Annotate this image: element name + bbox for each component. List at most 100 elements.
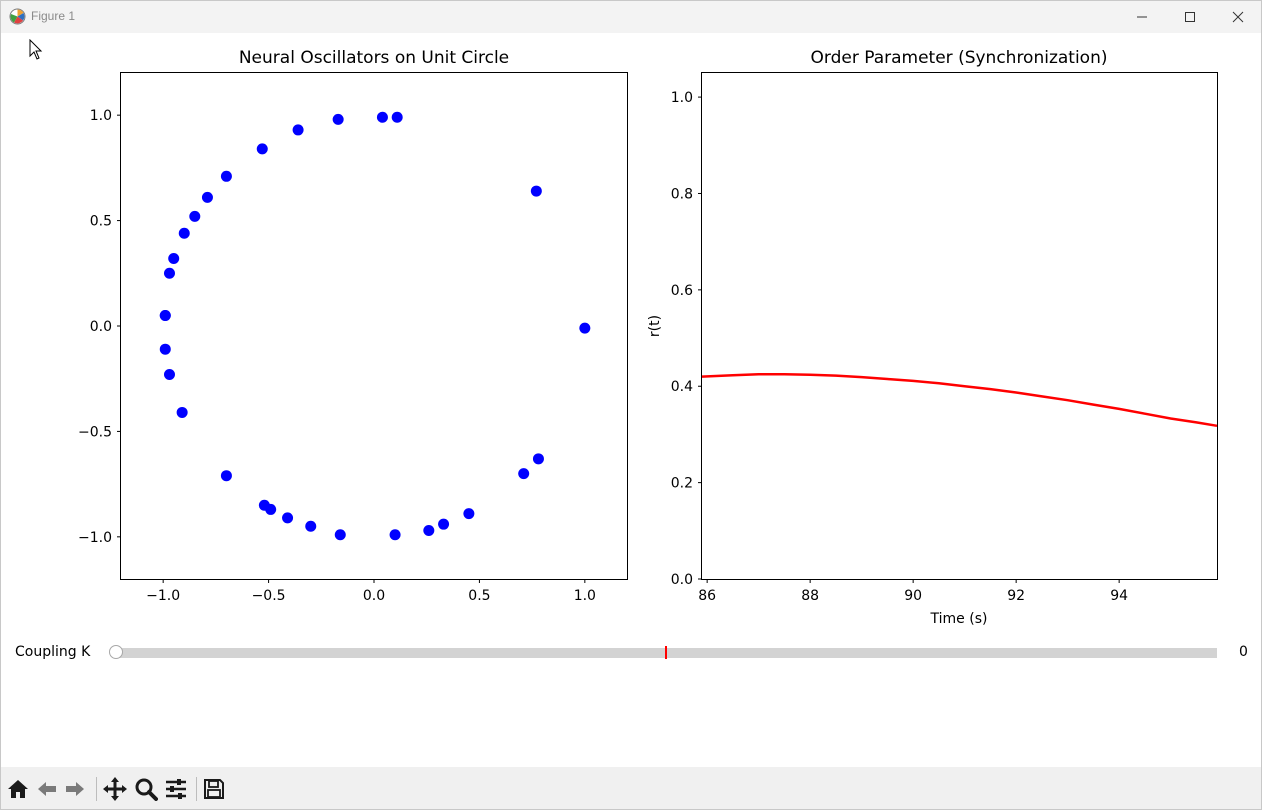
x-tick-label: 0.0 <box>363 588 385 604</box>
maximize-button[interactable] <box>1167 1 1213 33</box>
y-tick-label: 0.6 <box>671 283 693 299</box>
oscillator-point <box>579 322 591 334</box>
minimize-button[interactable] <box>1119 1 1165 33</box>
y-tick-label: 1.0 <box>671 90 693 106</box>
x-tick-label: 86 <box>698 588 716 604</box>
order-axes-frame <box>701 72 1218 580</box>
oscillator-point <box>163 368 175 380</box>
navigation-toolbar <box>1 767 1261 809</box>
oscillator-point <box>168 253 180 265</box>
home-button[interactable] <box>5 776 31 802</box>
coupling-slider-track[interactable] <box>117 648 1217 658</box>
back-icon <box>38 782 56 796</box>
oscillator-point <box>532 453 544 465</box>
configure-subplots-button[interactable] <box>163 776 189 802</box>
x-tick-label: −1.0 <box>146 588 180 604</box>
oscillator-point <box>163 267 175 279</box>
order-parameter-line <box>701 372 1218 428</box>
x-tick-label: 90 <box>904 588 922 604</box>
forward-icon <box>66 782 84 796</box>
x-tick-label: −0.5 <box>252 588 286 604</box>
oscillator-point <box>189 210 201 222</box>
y-tick-label: 0.8 <box>671 186 693 202</box>
coupling-slider-row: Coupling K 0 <box>1 633 1261 673</box>
oscillator-point <box>282 512 294 524</box>
x-tick-label: 88 <box>801 588 819 604</box>
x-tick-label: 92 <box>1007 588 1025 604</box>
close-icon <box>1232 11 1244 23</box>
coupling-slider-value: 0 <box>1239 644 1248 660</box>
oscillator-point <box>159 309 171 321</box>
oscillator-axes[interactable]: Neural Oscillators on Unit Circle −1.0 −0… <box>78 48 628 604</box>
forward-button[interactable] <box>62 776 88 802</box>
order-plot-title: Order Parameter (Synchronization) <box>811 48 1108 68</box>
oscillator-point <box>463 508 475 520</box>
x-tick-label: 0.5 <box>468 588 490 604</box>
y-tick-label: 0.0 <box>671 572 693 588</box>
y-tick-label: −0.5 <box>78 424 112 440</box>
oscillator-plot-title: Neural Oscillators on Unit Circle <box>239 48 509 68</box>
oscillator-point <box>265 503 277 515</box>
y-tick-label: 0.0 <box>90 319 112 335</box>
oscillator-point <box>438 518 450 530</box>
x-tick-label: 1.0 <box>574 588 596 604</box>
close-button[interactable] <box>1215 1 1261 33</box>
title-bar[interactable]: Figure 1 <box>1 1 1261 33</box>
oscillator-point <box>201 191 213 203</box>
home-icon <box>8 780 28 798</box>
coupling-slider-initial-marker <box>665 646 667 659</box>
coupling-slider-handle[interactable] <box>109 645 123 659</box>
y-tick-label: −1.0 <box>78 530 112 546</box>
back-button[interactable] <box>34 776 60 802</box>
pan-button[interactable] <box>102 776 128 802</box>
oscillator-point <box>423 525 435 537</box>
order-parameter-line-group <box>701 372 1218 428</box>
oscillator-point <box>391 111 403 123</box>
oscillator-point <box>518 468 530 480</box>
pan-icon <box>103 777 127 801</box>
mouse-cursor-icon <box>29 39 43 60</box>
oscillator-y-ticks: 1.0 0.5 0.0 −0.5 −1.0 <box>78 108 121 546</box>
order-x-axis-label: Time (s) <box>930 611 988 627</box>
oscillator-point <box>332 113 344 125</box>
oscillator-point <box>389 529 401 541</box>
order-x-ticks: 86 88 90 92 94 <box>698 579 1128 604</box>
y-tick-label: 0.5 <box>90 214 112 230</box>
oscillator-point <box>530 185 542 197</box>
oscillator-point <box>305 520 317 532</box>
save-button[interactable] <box>201 776 227 802</box>
oscillator-point <box>292 124 304 136</box>
oscillator-point <box>176 406 188 418</box>
oscillator-point <box>178 227 190 239</box>
order-y-axis-label: r(t) <box>647 315 663 337</box>
oscillator-points <box>159 111 591 541</box>
save-icon <box>204 779 224 799</box>
order-y-ticks: 1.0 0.8 0.6 0.4 0.2 0.0 <box>671 90 702 588</box>
figure-svg: Neural Oscillators on Unit Circle −1.0 −0… <box>78 48 1218 627</box>
minimize-icon <box>1137 16 1147 18</box>
oscillator-point <box>334 529 346 541</box>
order-parameter-axes[interactable]: Order Parameter (Synchronization) Time (… <box>647 48 1218 627</box>
zoom-button[interactable] <box>133 776 159 802</box>
window-title: Figure 1 <box>31 9 76 23</box>
oscillator-point <box>220 470 232 482</box>
oscillator-point <box>376 111 388 123</box>
x-tick-label: 94 <box>1110 588 1128 604</box>
toolbar-separator <box>196 777 197 801</box>
oscillator-point <box>159 343 171 355</box>
configure-icon <box>166 779 186 799</box>
y-tick-label: 0.4 <box>671 379 693 395</box>
oscillator-point <box>220 170 232 182</box>
oscillator-point <box>256 143 268 155</box>
matplotlib-logo-icon <box>9 8 26 25</box>
maximize-icon <box>1185 12 1195 22</box>
zoom-icon <box>135 778 158 801</box>
coupling-slider-label: Coupling K <box>15 644 91 660</box>
toolbar-separator <box>96 777 97 801</box>
y-tick-label: 0.2 <box>671 476 693 492</box>
figure-canvas[interactable]: Neural Oscillators on Unit Circle −1.0 −0… <box>1 33 1261 767</box>
oscillator-x-ticks: −1.0 −0.5 0.0 0.5 1.0 <box>146 579 596 604</box>
oscillator-axes-frame <box>120 72 628 580</box>
y-tick-label: 1.0 <box>90 108 112 124</box>
